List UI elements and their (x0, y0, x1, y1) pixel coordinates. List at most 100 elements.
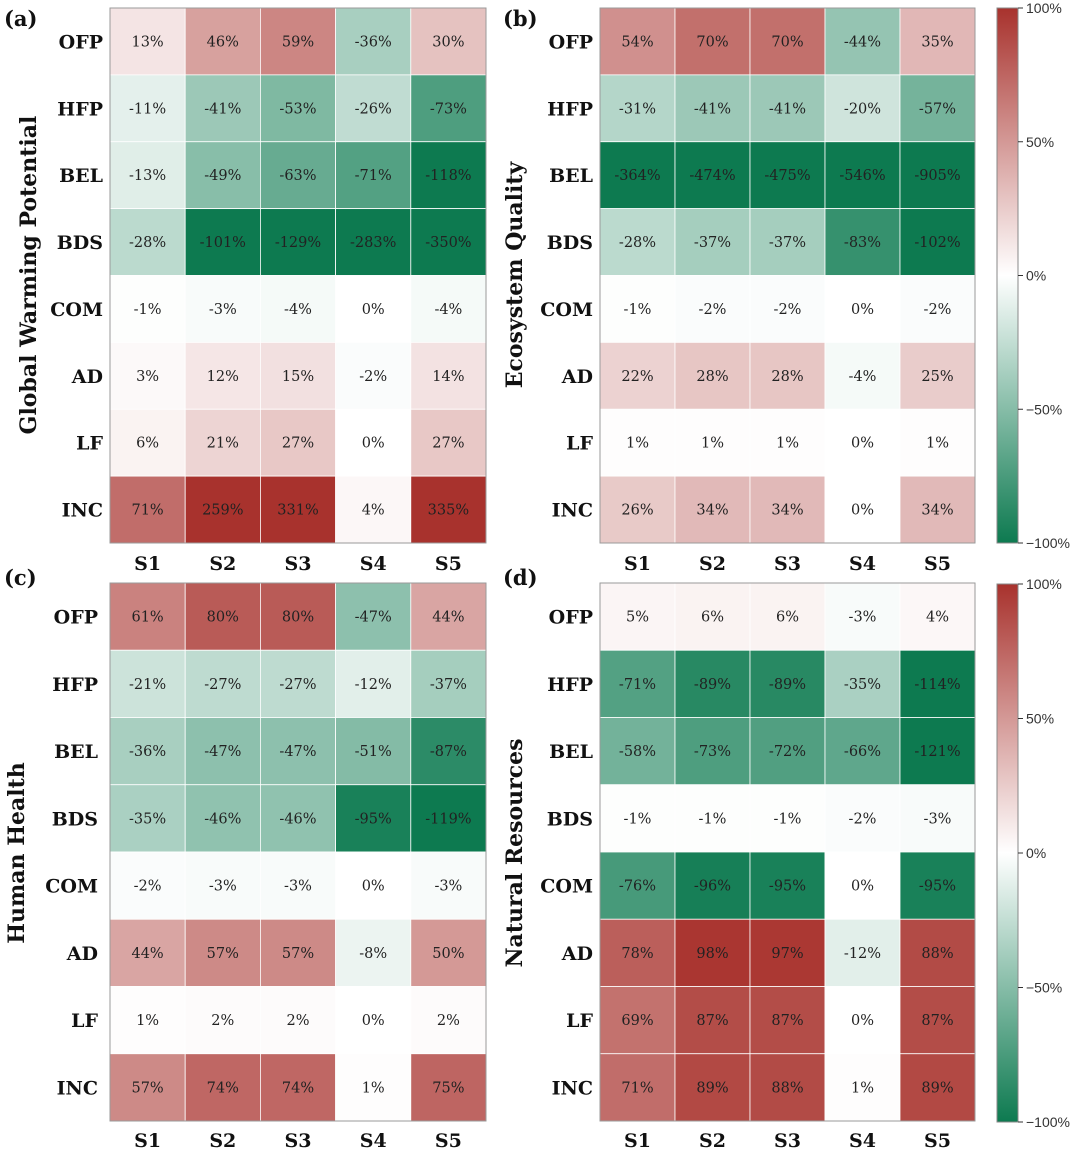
heatmap-cell-b-ad-s3 (749, 341, 826, 410)
cell-value-label: -364% (614, 168, 660, 184)
row-label-inc: INC (57, 1077, 98, 1099)
column-label-s3: S3 (285, 1130, 312, 1152)
colorbar-tick-label: 50% (1026, 134, 1054, 150)
cell-value-label: -87% (430, 744, 467, 760)
cell-value-label: 3% (136, 369, 159, 385)
column-label-s4: S4 (849, 1130, 876, 1152)
heatmap-cell-a-bel-s3 (259, 141, 336, 210)
cell-value-label: -13% (129, 168, 166, 184)
heatmap-cell-b-bds-s5 (899, 208, 976, 276)
heatmap-cell-d-ofp-s4 (824, 582, 901, 651)
cell-value-label: 98% (696, 946, 728, 962)
colorbar-tick-label: −50% (1026, 980, 1062, 996)
cell-value-label: -63% (279, 168, 316, 184)
colorbar-tick-label: −100% (1026, 535, 1070, 551)
heatmap-cell-c-bel-s4 (335, 717, 412, 786)
row-label-ofp: OFP (59, 31, 103, 53)
heatmap-cell-a-bds-s5 (410, 208, 487, 276)
heatmap-cell-c-lf-s3 (259, 986, 336, 1055)
heatmap-cell-c-bel-s5 (410, 717, 487, 786)
cell-value-label: -41% (694, 101, 731, 117)
heatmap-cell-b-bel-s4 (824, 141, 901, 210)
heatmap-cell-b-com-s5 (899, 275, 976, 343)
heatmap-cell-d-ofp-s3 (749, 582, 826, 651)
cell-value-label: 259% (202, 503, 243, 519)
row-label-bds: BDS (547, 808, 593, 830)
column-label-s3: S3 (774, 1130, 801, 1152)
column-label-s1: S1 (134, 1130, 161, 1152)
column-label-s2: S2 (209, 553, 236, 575)
heatmap-cell-d-lf-s2 (674, 986, 751, 1055)
panel-label-c: (c) (4, 565, 37, 590)
colorbar-tick-label: 0% (1026, 845, 1046, 861)
row-label-ofp: OFP (549, 31, 593, 53)
cell-value-label: -36% (129, 744, 166, 760)
cell-value-label: 34% (696, 503, 728, 519)
heatmap-panel-c: (c) Human Health 61% 80% 80% -47% 44% -21% -27… (4, 565, 487, 1152)
cell-value-label: 61% (131, 610, 163, 626)
cell-value-label: -1% (624, 302, 652, 318)
heatmap-cell-a-inc-s4 (335, 475, 412, 544)
heatmap-cell-b-com-s1 (599, 275, 676, 343)
cell-value-label: -1% (624, 811, 652, 827)
cell-value-label: -350% (425, 235, 471, 251)
cell-value-label: 0% (851, 436, 874, 452)
cell-value-label: 70% (696, 34, 728, 50)
cell-value-label: -35% (844, 677, 881, 693)
heatmap-cell-c-bds-s1 (109, 784, 186, 853)
cell-value-label: -71% (355, 168, 392, 184)
heatmap-cell-d-inc-s2 (674, 1053, 751, 1122)
heatmap-cell-a-bel-s4 (335, 141, 412, 210)
cell-value-label: 2% (437, 1013, 460, 1029)
cell-value-label: 78% (621, 946, 653, 962)
cell-value-label: 87% (696, 1013, 728, 1029)
cell-value-label: -3% (209, 302, 237, 318)
column-label-s4: S4 (360, 553, 387, 575)
cell-value-label: -47% (204, 744, 241, 760)
cell-value-label: 74% (282, 1080, 314, 1096)
row-label-hfp: HFP (57, 98, 103, 120)
heatmap-cell-b-bel-s3 (749, 141, 826, 210)
row-label-ad: AD (561, 366, 593, 388)
heatmap-cell-d-lf-s4 (824, 986, 901, 1055)
cell-value-label: 25% (921, 369, 953, 385)
cell-value-label: -71% (619, 677, 656, 693)
cell-value-label: 69% (621, 1013, 653, 1029)
cell-value-label: -27% (279, 677, 316, 693)
heatmap-cell-a-ofp-s5 (410, 7, 487, 76)
cell-value-label: -41% (769, 101, 806, 117)
cell-value-label: -47% (279, 744, 316, 760)
cell-value-label: -102% (914, 235, 960, 251)
cell-value-label: -3% (284, 879, 312, 895)
heatmap-cell-b-ad-s2 (674, 341, 751, 410)
heatmap-cell-d-hfp-s2 (674, 649, 751, 718)
heatmap-cell-b-inc-s2 (674, 475, 751, 544)
cell-value-label: -46% (279, 811, 316, 827)
cell-value-label: -76% (619, 879, 656, 895)
cell-value-label: 0% (362, 1013, 385, 1029)
cell-value-label: 57% (131, 1080, 163, 1096)
cell-value-label: 0% (851, 503, 874, 519)
cell-value-label: 57% (207, 946, 239, 962)
cell-value-label: 4% (362, 503, 385, 519)
heatmap-cell-c-ad-s4 (335, 918, 412, 987)
colorbar-bottom: 100% 50% 0% −50% −100% (996, 576, 1070, 1130)
heatmap-cell-d-bds-s1 (599, 784, 676, 853)
heatmap-cell-b-inc-s3 (749, 475, 826, 544)
cell-value-label: 44% (432, 610, 464, 626)
cell-value-label: -12% (355, 677, 392, 693)
cell-value-label: 1% (776, 436, 799, 452)
heatmap-cell-c-ofp-s5 (410, 582, 487, 651)
cell-value-label: -11% (129, 101, 166, 117)
column-label-s3: S3 (285, 553, 312, 575)
cell-value-label: -47% (355, 610, 392, 626)
heatmap-cell-a-bel-s2 (184, 141, 261, 210)
cell-value-label: -37% (769, 235, 806, 251)
heatmap-cell-b-ad-s1 (599, 341, 676, 410)
heatmap-cell-d-bel-s1 (599, 717, 676, 786)
cell-value-label: 6% (701, 610, 724, 626)
colorbar-tick-label: 0% (1026, 268, 1046, 284)
row-label-inc: INC (552, 500, 593, 522)
cell-value-label: 2% (211, 1013, 234, 1029)
